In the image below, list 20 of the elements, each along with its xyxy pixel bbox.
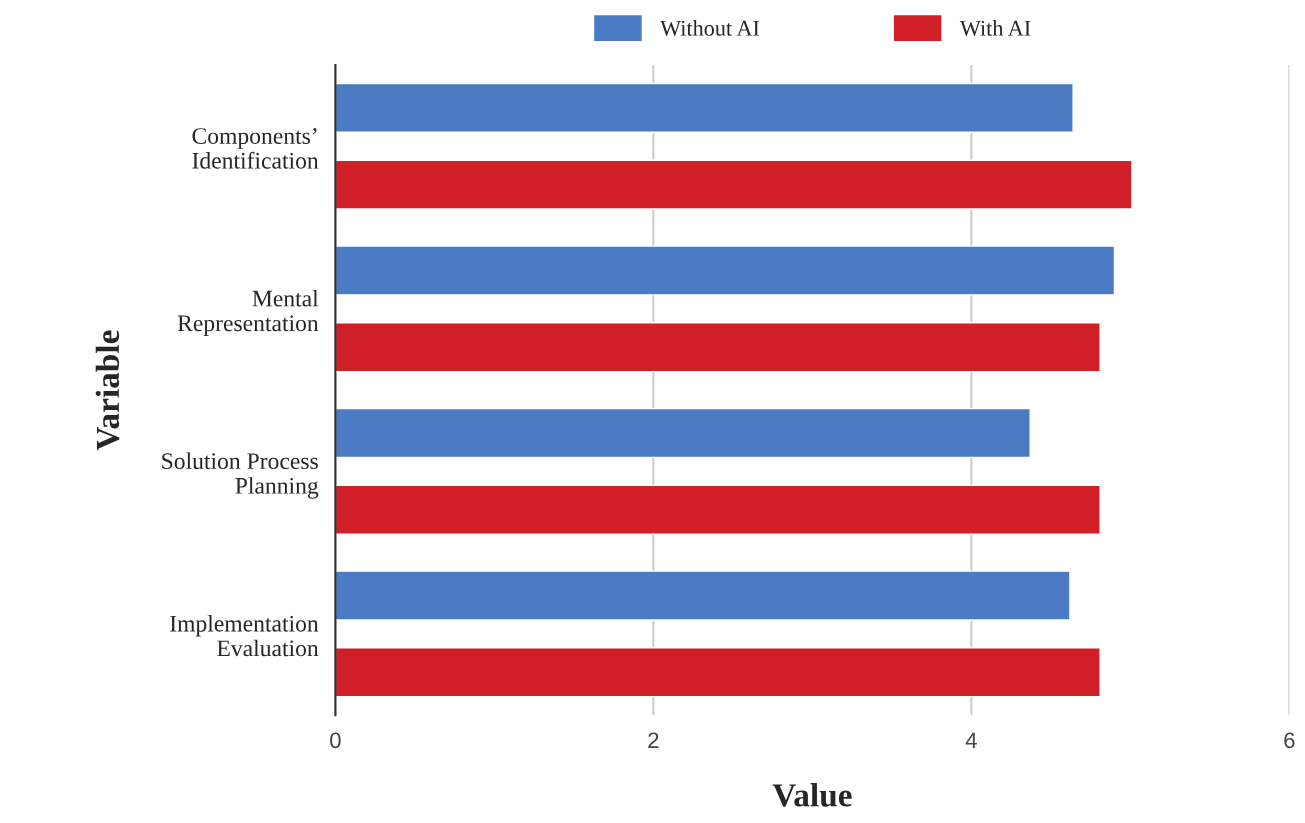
x-tick-label: 4 xyxy=(965,732,977,748)
x-axis-title: Value xyxy=(772,783,852,807)
bar xyxy=(335,570,1071,621)
bar xyxy=(335,407,1031,459)
bar xyxy=(335,159,1133,210)
y-tick-label: Components’ Identification xyxy=(192,128,319,169)
x-tick-label: 2 xyxy=(648,732,659,748)
y-tick-label: Solution Process Planning xyxy=(162,452,319,499)
x-tick-label: 6 xyxy=(1284,732,1295,749)
bar xyxy=(335,484,1101,535)
y-axis-title: Variable xyxy=(95,330,120,451)
y-tick-label: Mental Representation xyxy=(177,289,319,337)
bar xyxy=(335,245,1116,296)
bar xyxy=(335,82,1074,134)
bar xyxy=(335,322,1101,373)
legend-label: With AI xyxy=(959,20,1031,36)
legend-label: Without AI xyxy=(660,20,760,36)
x-tick-label: 0 xyxy=(330,732,341,749)
y-tick-label: Implementation Evaluation xyxy=(170,615,319,657)
bar xyxy=(335,647,1101,698)
